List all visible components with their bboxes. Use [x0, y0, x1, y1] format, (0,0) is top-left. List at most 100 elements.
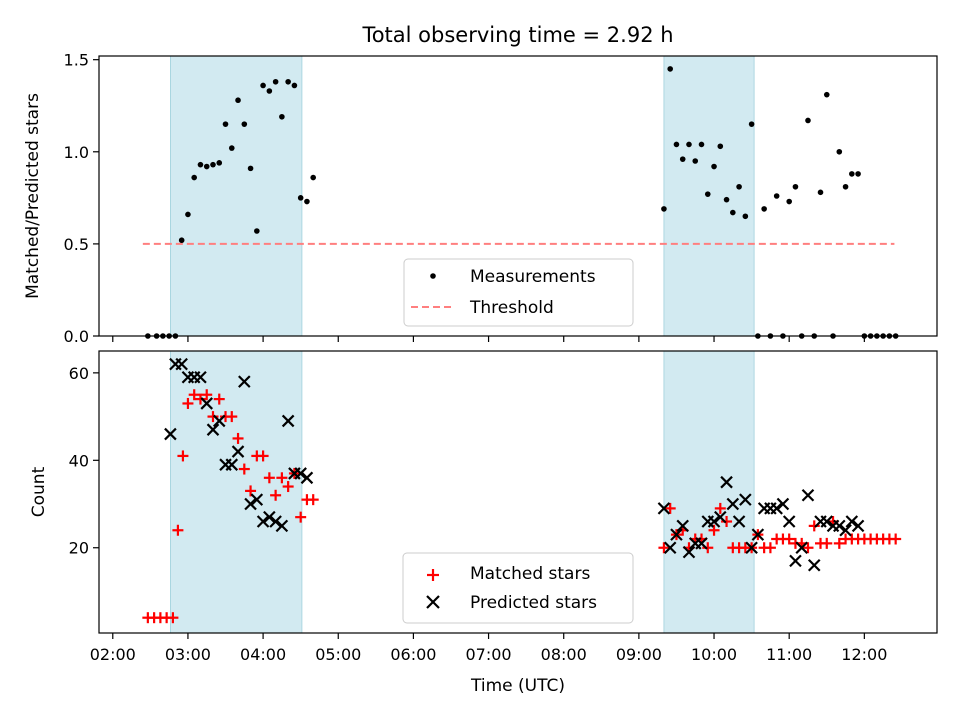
predicted-star-point: [200, 397, 214, 410]
measurement-point: [730, 209, 736, 216]
measurement-point: [228, 145, 235, 151]
measurement-point: [723, 196, 730, 203]
measurement-point: [711, 163, 717, 170]
matched-star-point: [194, 393, 206, 405]
matched-star-point: [833, 537, 845, 549]
predicted-star-point: [726, 497, 740, 511]
measurement-point: [698, 141, 705, 148]
measurement-point: [272, 78, 279, 85]
measurement-points: [145, 66, 899, 339]
predicted-star-point: [194, 370, 207, 384]
x-tick-label: 05:00: [315, 645, 361, 664]
y-tick-label: 20: [69, 539, 89, 558]
matched-star-point: [664, 502, 676, 514]
matched-star-point: [182, 397, 194, 409]
predicted-star-point: [238, 375, 251, 388]
predicted-star-point: [676, 519, 689, 533]
predicted-star-point: [845, 515, 859, 528]
legend-predicted-label: Predicted stars: [470, 593, 597, 613]
measurement-point: [855, 171, 861, 177]
measurement-point: [673, 141, 680, 148]
predicted-star-point: [281, 414, 295, 428]
predicted-star-point: [839, 523, 852, 537]
predicted-star-point: [714, 510, 727, 524]
x-tick-label: 03:00: [165, 645, 211, 664]
matched-star-point: [802, 542, 814, 554]
legend-measurements-label: Measurements: [470, 267, 596, 287]
predicted-star-point: [833, 519, 846, 533]
x-tick-label: 02:00: [90, 645, 136, 664]
predicted-star-point: [682, 545, 696, 559]
measurement-point: [661, 206, 667, 212]
legend-threshold-label: Threshold: [469, 298, 554, 318]
bottom-ylabel: Count: [29, 466, 49, 517]
matched-star-point: [276, 472, 288, 484]
matched-star-point: [708, 524, 720, 536]
predicted-star-point: [175, 357, 188, 371]
matched-star-point: [714, 502, 726, 514]
top-panel: Total observing time = 2.92 h 0.0 0.5 1.0 1…: [23, 23, 938, 346]
legend-measurements-marker: [430, 273, 436, 279]
predicted-star-point: [294, 467, 307, 480]
predicted-star-point: [670, 528, 683, 541]
measurement-point: [823, 91, 830, 98]
matched-star-point: [270, 489, 282, 501]
predicted-star-point: [782, 515, 796, 528]
bottom-legend: Matched stars Predicted stars: [402, 552, 634, 624]
matched-star-point: [167, 612, 179, 624]
y-tick-label: 0.5: [64, 235, 89, 254]
predicted-star-point: [263, 510, 276, 524]
top-legend-box: [403, 258, 634, 327]
measurement-point: [310, 174, 316, 181]
bottom-axes-frame: [98, 350, 938, 634]
predicted-star-point: [745, 541, 758, 555]
matched-star-point: [890, 533, 902, 545]
y-tick-label: 1.5: [64, 51, 89, 70]
measurement-point: [185, 211, 191, 218]
measurement-point: [792, 183, 799, 190]
measurement-point: [254, 228, 260, 234]
matched-star-point: [177, 450, 189, 462]
matched-star-point: [808, 520, 820, 532]
predicted-star-point: [164, 427, 177, 441]
measurement-point: [679, 156, 686, 162]
measurement-point: [285, 78, 291, 85]
matched-star-point: [188, 389, 200, 401]
measurement-point: [736, 183, 742, 190]
predicted-star-point: [776, 497, 790, 511]
predicted-star-point: [275, 519, 289, 533]
measurement-point: [291, 82, 298, 89]
predicted-star-point: [751, 528, 765, 541]
predicted-star-point: [212, 414, 226, 428]
x-tick-label: 08:00: [541, 645, 587, 664]
predicted-star-point: [206, 423, 220, 436]
measurement-point: [761, 206, 767, 212]
predicted-star-point: [244, 497, 257, 511]
legend-matched-label: Matched stars: [470, 564, 590, 584]
predicted-star-point: [739, 493, 752, 506]
measurement-point: [742, 213, 749, 220]
matched-star-point: [263, 472, 275, 484]
measurement-point: [203, 163, 210, 170]
measurement-point: [197, 161, 204, 168]
predicted-star-point: [250, 493, 264, 506]
predicted-star-point: [807, 558, 821, 572]
matched-star-point: [245, 485, 257, 497]
matched-star-point: [821, 537, 833, 549]
measurement-point: [235, 97, 241, 104]
matched-star-point: [207, 411, 219, 423]
measurement-point: [216, 160, 223, 166]
measurement-point: [304, 198, 310, 205]
predicted-star-point: [770, 502, 783, 515]
predicted-star-point: [789, 554, 802, 568]
y-tick-label: 0.0: [64, 327, 89, 346]
bottom-x-ticks: 02:00 03:00 04:00 05:00 06:00 07:00 08:00 09:00…: [90, 633, 887, 664]
predicted-star-point: [707, 515, 721, 528]
measurement-point: [178, 237, 185, 244]
legend-predicted-marker: [426, 595, 440, 609]
bottom-legend-box: [402, 552, 634, 624]
shaded-interval-1: [663, 350, 755, 634]
measurement-point: [222, 121, 229, 127]
predicted-star-point: [663, 541, 677, 555]
